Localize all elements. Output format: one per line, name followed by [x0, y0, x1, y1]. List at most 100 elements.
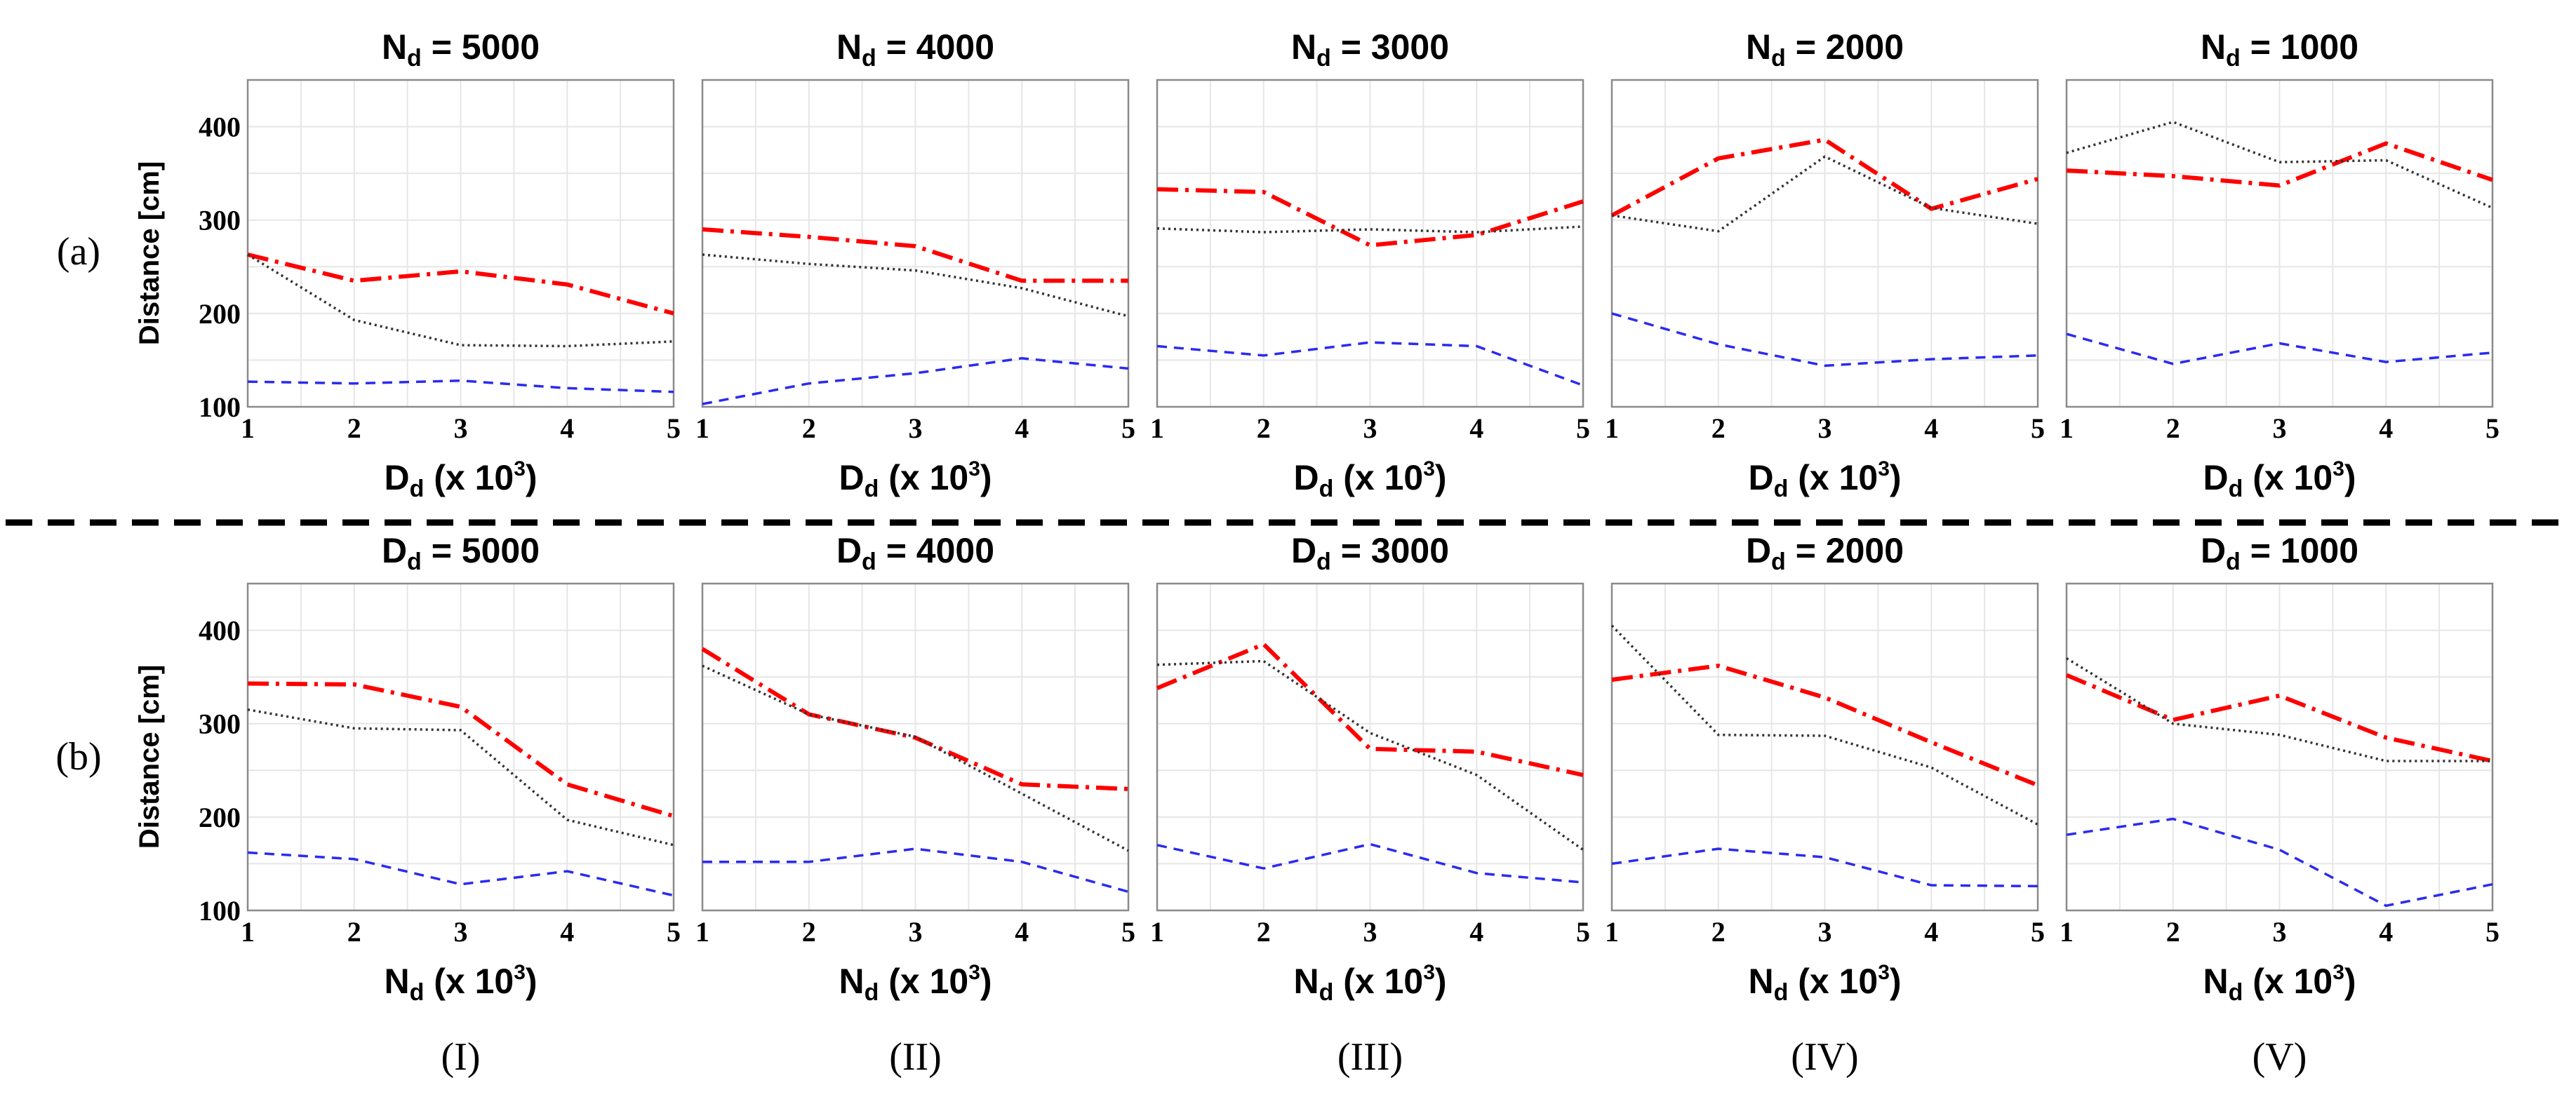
series-line-black-dotted — [1610, 624, 2038, 826]
panel-title: Dd = 3000 — [1291, 531, 1449, 575]
x-tick-label: 1 — [1150, 916, 1164, 948]
x-tick-label: 4 — [1924, 412, 1938, 444]
x-tick-label: 5 — [2485, 412, 2500, 444]
y-tick-label: 400 — [199, 112, 241, 143]
series-line-black-dotted — [1611, 155, 2038, 233]
x-tick-label: 4 — [1469, 916, 1483, 948]
x-tick-label: 5 — [667, 412, 681, 444]
x-tick-label: 4 — [2379, 916, 2393, 948]
series-line-blue-dashed — [1611, 312, 2038, 368]
x-tick-label: 4 — [1015, 412, 1029, 444]
x-axis-label: Nd (x 103) — [1748, 961, 1901, 1006]
x-tick-label: 2 — [802, 916, 816, 948]
series-line-red-dashdot — [2066, 141, 2493, 188]
series-line-black-dotted — [702, 253, 1129, 318]
series-line-black-dotted — [247, 253, 674, 348]
x-tick-label: 1 — [2060, 412, 2074, 444]
y-tick-label: 300 — [199, 205, 241, 236]
plot-frame — [2065, 79, 2494, 408]
chart-panel-b-2: Dd = 4000 1 2 3 4 5 Nd (x 103) — [695, 531, 1135, 1006]
panel-title: Dd = 4000 — [836, 531, 994, 575]
x-tick-label: 3 — [454, 412, 468, 444]
x-axis-label: Dd (x 103) — [384, 457, 537, 502]
x-axis-label: Dd (x 103) — [1293, 457, 1446, 502]
panel-title: Nd = 2000 — [1746, 27, 1904, 72]
series-line-black-dotted — [1156, 225, 1584, 234]
plot-frame — [701, 582, 1130, 912]
y-tick-label: 200 — [199, 298, 241, 330]
x-tick-label: 4 — [1015, 916, 1029, 948]
x-tick-label: 4 — [560, 916, 574, 948]
x-axis-label: Nd (x 103) — [1293, 961, 1446, 1006]
y-axis-label: Distance [cm] — [134, 665, 165, 849]
x-axis-label: Nd (x 103) — [384, 961, 537, 1006]
x-axis-label: Nd (x 103) — [2203, 961, 2356, 1006]
series-line-red-dashdot — [702, 227, 1128, 283]
x-tick-label: 4 — [1924, 916, 1938, 948]
chart-panel-a-4: Nd = 2000 1 2 3 4 5 Dd (x 103) — [1605, 27, 2045, 502]
plot-frame — [1610, 582, 2039, 912]
x-tick-label: 1 — [2060, 916, 2074, 948]
x-tick-label: 3 — [1818, 412, 1832, 444]
y-tick-label: 400 — [199, 615, 241, 647]
x-tick-label: 5 — [2031, 916, 2045, 948]
chart-panel-b-1: Dd = 5000 1 2 3 4 5 Nd (x 103) 100 200 300 400 Dist… — [134, 531, 681, 1006]
y-tick-label: 100 — [199, 895, 241, 927]
x-tick-label: 2 — [1257, 916, 1271, 948]
x-tick-label: 3 — [909, 916, 923, 948]
x-axis-label: Dd (x 103) — [2203, 457, 2356, 502]
chart-panel-a-1: Nd = 5000 1 2 3 4 5 Dd (x 103) 100 200 300 400 Dist… — [134, 27, 681, 502]
x-tick-label: 5 — [667, 916, 681, 948]
x-tick-label: 3 — [1818, 916, 1832, 948]
x-tick-label: 5 — [1121, 916, 1135, 948]
series-line-blue-dashed — [2066, 817, 2493, 908]
plot-frame — [1156, 79, 1584, 408]
x-tick-label: 1 — [241, 916, 255, 948]
x-tick-label: 1 — [1605, 412, 1619, 444]
row-label-a: (a) — [57, 230, 100, 274]
x-tick-label: 5 — [1576, 916, 1590, 948]
series-line-blue-dashed — [247, 851, 674, 897]
x-tick-label: 1 — [695, 412, 709, 444]
series-line-blue-dashed — [702, 357, 1129, 405]
x-tick-label: 2 — [2166, 916, 2180, 948]
x-tick-label: 2 — [347, 916, 361, 948]
series-line-blue-dashed — [1156, 842, 1584, 884]
x-tick-label: 3 — [2273, 916, 2287, 948]
x-tick-label: 2 — [802, 412, 816, 444]
x-tick-label: 2 — [1711, 412, 1726, 444]
x-tick-label: 3 — [454, 916, 468, 948]
chart-panel-b-3: Dd = 3000 1 2 3 4 5 Nd (x 103) — [1150, 531, 1590, 1006]
column-label-2: (II) — [889, 1035, 942, 1079]
series-line-blue-dashed — [2066, 332, 2493, 365]
panel-title: Nd = 3000 — [1291, 27, 1449, 72]
plot-frame — [1610, 79, 2039, 408]
series-line-black-dotted — [2066, 121, 2493, 209]
chart-panels: Nd = 5000 1 2 3 4 5 Dd (x 103) 100 200 300 400 Dist… — [134, 27, 2500, 1006]
x-tick-label: 1 — [1605, 916, 1619, 948]
x-tick-label: 3 — [909, 412, 923, 444]
x-tick-label: 2 — [2166, 412, 2180, 444]
panel-title: Nd = 1000 — [2201, 27, 2358, 72]
series-line-blue-dashed — [247, 379, 674, 393]
column-label-5: (V) — [2253, 1035, 2307, 1079]
x-tick-label: 2 — [1257, 412, 1271, 444]
y-tick-label: 200 — [199, 802, 241, 833]
series-line-black-dotted — [247, 708, 674, 847]
plot-frame — [246, 582, 675, 912]
x-tick-label: 1 — [695, 916, 709, 948]
x-tick-label: 3 — [1363, 916, 1377, 948]
column-label-1: (I) — [441, 1035, 481, 1079]
series-line-red-dashdot — [1610, 137, 2038, 217]
column-labels: (I) (II) (III) (IV) (V) — [441, 1035, 2307, 1079]
x-tick-label: 5 — [1576, 412, 1590, 444]
series-line-blue-dashed — [1156, 341, 1584, 387]
x-tick-label: 3 — [2273, 412, 2287, 444]
chart-panel-b-4: Dd = 2000 1 2 3 4 5 Nd (x 103) — [1605, 531, 2045, 1006]
panel-title: Dd = 2000 — [1746, 531, 1904, 575]
x-axis-label: Dd (x 103) — [1748, 457, 1901, 502]
x-tick-label: 2 — [347, 412, 361, 444]
x-tick-label: 4 — [2379, 412, 2393, 444]
column-label-4: (IV) — [1791, 1035, 1858, 1079]
